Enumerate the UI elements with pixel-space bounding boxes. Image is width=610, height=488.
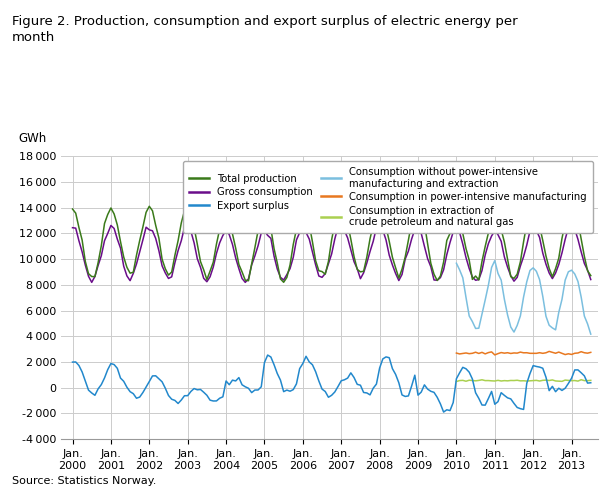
Text: Source: Statistics Norway.: Source: Statistics Norway. <box>12 476 157 486</box>
Text: GWh: GWh <box>18 132 46 145</box>
Text: Figure 2. Production, consumption and export surplus of electric energy per
mont: Figure 2. Production, consumption and ex… <box>12 15 518 43</box>
Legend: Total production, Gross consumption, Export surplus, Consumption without power-i: Total production, Gross consumption, Exp… <box>184 161 593 233</box>
